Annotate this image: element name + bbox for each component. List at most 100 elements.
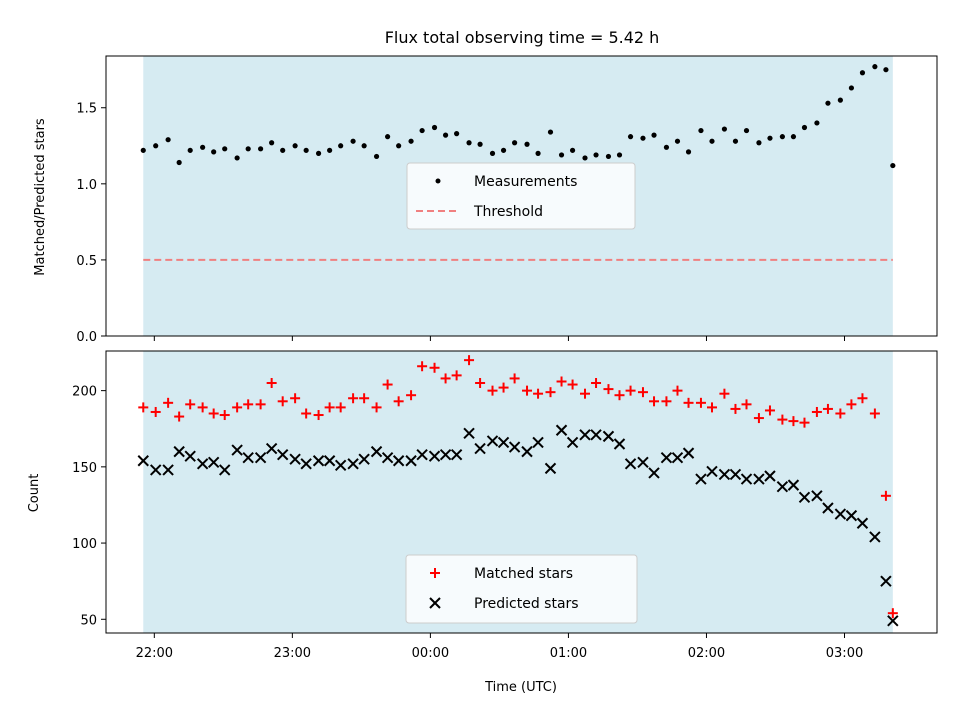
measurement-point	[883, 67, 889, 73]
y-tick-label: 1.0	[76, 178, 97, 193]
predicted-stars-point	[416, 448, 428, 461]
matched-stars-point	[150, 406, 161, 417]
measurement-point	[396, 143, 402, 149]
measurement-point	[890, 162, 896, 169]
predicted-stars-point	[486, 435, 499, 447]
matched-stars-point	[185, 399, 196, 410]
matched-stars-point	[464, 355, 475, 366]
predicted-stars-point	[323, 455, 336, 467]
predicted-stars-point	[219, 464, 231, 476]
matched-stars-point	[208, 408, 219, 419]
predicted-stars-point	[695, 473, 707, 485]
predicted-stars-point	[579, 429, 591, 441]
matched-stars-point	[637, 387, 648, 398]
x-tick-label: 01:00	[550, 646, 587, 661]
measurement-point	[605, 153, 612, 160]
predicted-stars-point	[624, 458, 637, 470]
measurement-point	[419, 127, 425, 134]
measurement-point	[837, 97, 843, 103]
chart-title: Flux total observing time = 5.42 h	[385, 28, 660, 47]
measurement-markers	[140, 64, 896, 169]
count-markers	[137, 355, 899, 627]
measurement-point	[524, 141, 530, 147]
predicted-stars-point	[162, 464, 174, 476]
predicted-stars-point	[648, 467, 660, 479]
measurement-point	[385, 134, 391, 140]
matched-stars-point	[255, 399, 266, 410]
matched-stars-point	[545, 387, 556, 398]
measurement-point	[477, 141, 483, 147]
measurement-point	[569, 147, 576, 153]
matched-stars-point	[335, 402, 346, 413]
matched-stars-point	[301, 408, 312, 419]
bottom-y-axis-label: Count	[27, 474, 42, 513]
predicted-stars-point	[887, 615, 899, 627]
matched-stars-point	[487, 385, 498, 396]
predicted-stars-point	[590, 429, 602, 441]
matched-stars-point	[741, 399, 752, 410]
x-axis-label: Time (UTC)	[484, 680, 557, 695]
measurement-point	[222, 146, 228, 152]
matched-stars-point	[277, 396, 288, 407]
predicted-stars-point	[776, 480, 789, 493]
predicted-stars-point	[834, 508, 847, 520]
predicted-stars-point	[463, 427, 475, 440]
predicted-stars-point	[497, 436, 510, 449]
predicted-stars-point	[276, 448, 289, 461]
measurement-point	[825, 100, 831, 106]
x-tick-label: 02:00	[688, 646, 725, 661]
y-tick-label: 200	[72, 385, 97, 400]
predicted-stars-point	[682, 447, 695, 459]
measurement-point	[698, 127, 704, 134]
predicted-stars-point	[880, 575, 892, 587]
measurement-point	[234, 155, 240, 161]
measurement-point	[442, 132, 449, 138]
matched-stars-point	[163, 397, 174, 408]
measurement-point	[211, 149, 217, 155]
y-tick-label: 0.0	[76, 330, 97, 345]
measurement-point	[790, 134, 797, 140]
matched-stars-point	[811, 406, 822, 417]
legend-marker-matched-stars	[430, 568, 440, 578]
bottom-legend-box	[405, 554, 638, 624]
measurement-point	[315, 150, 322, 156]
measurement-point	[848, 85, 855, 91]
measurement-point	[269, 140, 275, 146]
predicted-stars-point	[173, 445, 185, 458]
top-panel: 0.0 0.5 1.0 1.5 Matched/Predicted stars Mea…	[33, 55, 938, 345]
x-tick-label: 03:00	[826, 646, 863, 661]
matched-stars-point	[799, 417, 810, 428]
predicted-stars-point	[787, 479, 800, 491]
matched-stars-point	[417, 361, 428, 372]
top-legend-box	[406, 162, 636, 230]
matched-stars-point	[706, 402, 717, 413]
predicted-stars-point	[184, 450, 196, 462]
predicted-stars-point	[392, 455, 405, 467]
y-tick-label: 100	[72, 537, 97, 552]
legend-label-measurements: Measurements	[474, 174, 577, 190]
matched-stars-point	[266, 378, 277, 389]
measurement-point	[350, 138, 356, 144]
measurement-point	[327, 147, 333, 153]
matched-stars-point	[869, 408, 880, 419]
matched-stars-point	[197, 402, 208, 413]
matched-stars-point	[475, 378, 486, 389]
x-tick-label: 00:00	[412, 646, 449, 661]
predicted-stars-point	[450, 448, 463, 461]
measurement-point	[454, 131, 460, 137]
measurement-point	[500, 147, 507, 153]
predicted-stars-point	[358, 453, 370, 465]
predicted-stars-point	[845, 509, 858, 522]
matched-stars-point	[393, 396, 404, 407]
matched-stars-point	[591, 378, 602, 389]
measurement-point	[431, 124, 438, 131]
measurement-point	[709, 138, 715, 144]
matched-stars-point	[556, 376, 567, 387]
legend-label-matched-stars: Matched stars	[474, 566, 573, 582]
predicted-stars-point	[312, 455, 325, 467]
measurement-point	[801, 124, 808, 131]
top-x-ticks	[153, 336, 846, 341]
matched-stars-point	[822, 403, 833, 414]
measurement-point	[153, 143, 159, 149]
measurement-point	[245, 146, 251, 152]
